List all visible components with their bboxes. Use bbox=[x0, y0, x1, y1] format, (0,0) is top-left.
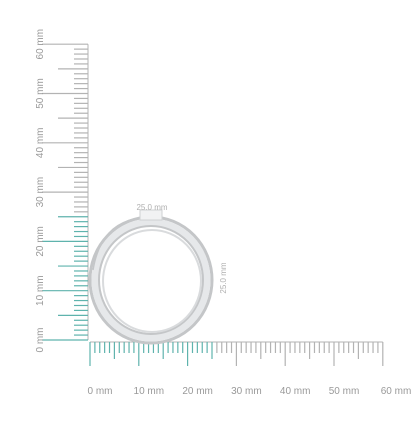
vertical-ruler-label: 60 mm bbox=[35, 29, 46, 60]
ring-band-inner bbox=[102, 229, 202, 333]
vertical-ruler-label: 20 mm bbox=[35, 226, 46, 257]
ring-band-inner-edge bbox=[98, 225, 204, 335]
ring-width-label: 25.0 mm bbox=[136, 203, 167, 212]
horizontal-ruler-label: 50 mm bbox=[329, 386, 360, 397]
vertical-ruler: 0 mm 10 mm 20 mm 30 mm 40 mm 50 mm 60 mm bbox=[35, 29, 89, 353]
ring-band-face bbox=[91, 218, 211, 342]
horizontal-ruler-label: 40 mm bbox=[280, 386, 311, 397]
ring-stone bbox=[139, 209, 163, 221]
horizontal-ruler: 0 mm 10 mm 20 mm 30 mm 40 mm 50 mm 60 mm bbox=[88, 341, 412, 397]
vertical-ruler-label: 50 mm bbox=[35, 78, 46, 109]
horizontal-ruler-label: 20 mm bbox=[182, 386, 213, 397]
ring-shoulder bbox=[92, 217, 142, 271]
ring-height-label: 25.0 mm bbox=[219, 262, 228, 293]
vertical-ruler-label: 30 mm bbox=[35, 177, 46, 208]
horizontal-ruler-label: 60 mm bbox=[381, 386, 412, 397]
ring-illustration: 25.0 mm 25.0 mm bbox=[88, 203, 228, 345]
vertical-ruler-label: 10 mm bbox=[35, 275, 46, 306]
horizontal-ruler-label: 0 mm bbox=[88, 386, 113, 397]
vertical-ruler-label: 0 mm bbox=[35, 328, 46, 353]
horizontal-ruler-label: 30 mm bbox=[231, 386, 262, 397]
ring-band-outer bbox=[88, 215, 214, 345]
horizontal-ruler-label: 10 mm bbox=[134, 386, 165, 397]
vertical-ruler-label: 40 mm bbox=[35, 128, 46, 159]
